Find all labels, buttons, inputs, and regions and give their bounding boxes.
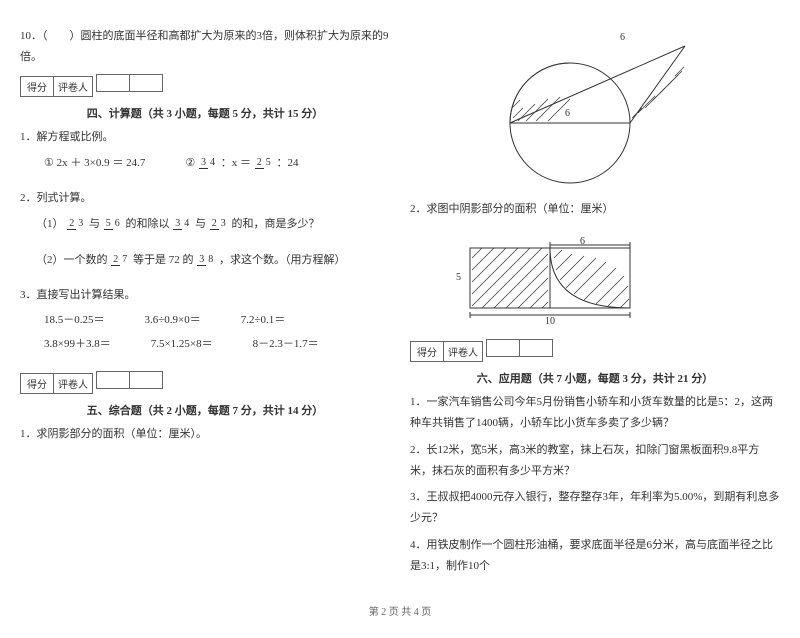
- figure-rect-arc: 5 6 10: [450, 228, 780, 331]
- s6-q2: 2．长12米，宽5米，高3米的教室，抹上石灰，扣除门窗黑板面积9.8平方米，抹石…: [410, 440, 780, 482]
- s4-q1a: ① 2x ＋ 3×0.9 ＝ 24.7: [44, 154, 145, 170]
- s6-q4: 4．用铁皮制作一个圆柱形油桶，要求底面半径是6分米，高与底面半径之比是3:1，制…: [410, 535, 780, 577]
- score-label: 得分: [411, 342, 444, 361]
- score-box-sec6-blank: [486, 339, 553, 357]
- score-box-sec6: 得分 评卷人: [410, 341, 483, 362]
- s4-q2: 2．列式计算。: [20, 188, 390, 209]
- fig1-top-label: 6: [620, 32, 625, 43]
- s4-q2b: （2）一个数的 27 等于是 72 的 38 ，求这个数。（用方程解）: [36, 251, 390, 267]
- score-label: 得分: [21, 77, 54, 96]
- s5-q1: 1．求阴影部分的面积（单位：厘米）。: [20, 424, 390, 445]
- reviewer-label: 评卷人: [444, 342, 482, 361]
- section6-title: 六、应用题（共 7 小题，每题 3 分，共计 21 分）: [410, 370, 780, 386]
- fig1-hatch-right: [632, 67, 684, 118]
- score-label: 得分: [21, 374, 54, 393]
- s5-q2: 2．求图中阴影部分的面积（单位：厘米）: [410, 199, 780, 220]
- fig2-wb: 10: [545, 316, 555, 327]
- s6-q1: 1．一家汽车销售公司今年5月份销售小轿车和小货车数量的比是5：2，这两种车共销售…: [410, 392, 780, 434]
- figure-circle-triangle: 6 6: [450, 28, 780, 191]
- section5-title: 五、综合题（共 2 小题，每题 7 分，共计 14 分）: [20, 402, 390, 418]
- fig2-h: 5: [456, 272, 461, 283]
- s4-q2a: （1） 23 与 56 的和除以 34 与 23 的和，商是多少？: [36, 215, 390, 231]
- score-box-sec5: 得分 评卷人: [20, 373, 93, 394]
- s4-q3c: 7.2÷0.1＝: [241, 311, 286, 327]
- s4-q3a: 18.5－0.25＝: [44, 311, 105, 327]
- score-box-sec4: 得分 评卷人: [20, 76, 93, 97]
- fig1-chord-label: 6: [565, 108, 570, 119]
- s4-q3b: 3.6÷0.9×0＝: [145, 311, 201, 327]
- page-footer: 第 2 页 共 4 页: [20, 603, 780, 618]
- score-box-sec5-blank: [96, 371, 163, 389]
- s4-q3-row1: 18.5－0.25＝ 3.6÷0.9×0＝ 7.2÷0.1＝: [44, 311, 390, 327]
- s4-q1b: ② 34 ：x ＝ 25 ：24: [185, 154, 298, 170]
- s6-q3: 3．王叔叔把4000元存入银行，整存整存3年，年利率为5.00%，到期有利息多少…: [410, 487, 780, 529]
- s4-q3f: 8－2.3－1.7＝: [253, 335, 319, 351]
- s4-q3: 3．直接写出计算结果。: [20, 285, 390, 306]
- reviewer-label: 评卷人: [54, 374, 92, 393]
- fig2-hatch-right: [554, 250, 629, 308]
- q10-text: 10．（ ）圆柱的底面半径和高都扩大为原来的3倍，则体积扩大为原来的9倍。: [20, 26, 390, 68]
- score-box-sec4-blank: [96, 74, 163, 92]
- s4-q1-items: ① 2x ＋ 3×0.9 ＝ 24.7 ② 34 ：x ＝ 25 ：24: [44, 154, 390, 170]
- s4-q3-row2: 3.8×99＋3.8＝ 7.5×1.25×8＝ 8－2.3－1.7＝: [44, 335, 390, 351]
- s4-q3d: 3.8×99＋3.8＝: [44, 335, 111, 351]
- s4-q1: 1．解方程或比例。: [20, 127, 390, 148]
- section4-title: 四、计算题（共 3 小题，每题 5 分，共计 15 分）: [20, 105, 390, 121]
- fig2-hatch-left: [472, 248, 548, 308]
- reviewer-label: 评卷人: [54, 77, 92, 96]
- s4-q3e: 7.5×1.25×8＝: [151, 335, 213, 351]
